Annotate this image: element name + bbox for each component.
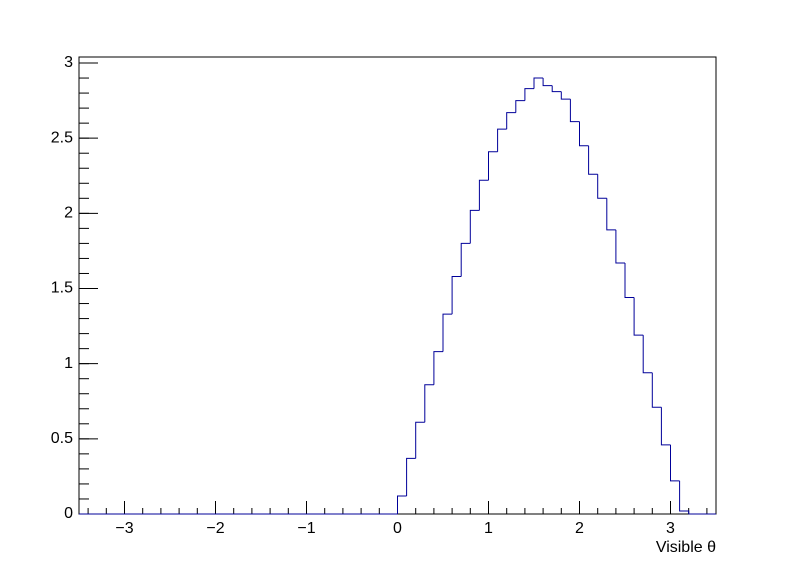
histogram-bin bbox=[451, 275, 462, 315]
histogram-bin bbox=[606, 198, 616, 231]
histogram-bin bbox=[624, 262, 635, 299]
x-tick-label: 3 bbox=[666, 520, 675, 537]
histogram-bin bbox=[506, 112, 516, 130]
x-tick-label: −1 bbox=[297, 520, 315, 537]
histogram-bin bbox=[397, 495, 407, 514]
x-tick-label: 2 bbox=[575, 520, 584, 537]
histogram-bin bbox=[433, 351, 443, 385]
histogram-bin bbox=[424, 384, 434, 423]
y-tick-label: 3 bbox=[64, 54, 73, 71]
x-tick-label: −3 bbox=[115, 520, 133, 537]
histogram-bin bbox=[406, 457, 416, 496]
histogram-bin bbox=[569, 99, 580, 123]
histogram-bin bbox=[679, 480, 690, 514]
histogram-bin bbox=[633, 297, 644, 336]
histogram-bin bbox=[542, 78, 553, 87]
histogram-bin bbox=[579, 121, 589, 147]
histogram-bin bbox=[478, 179, 489, 211]
histogram-bin bbox=[660, 407, 671, 446]
y-tick-label: 2 bbox=[64, 205, 73, 222]
histogram-bin bbox=[597, 174, 607, 199]
histogram-bin bbox=[651, 372, 662, 408]
y-tick-label: 2.5 bbox=[51, 129, 73, 146]
histogram-bin bbox=[415, 421, 425, 459]
x-axis-label: Visible θ bbox=[656, 539, 716, 556]
histogram-bin bbox=[551, 85, 562, 93]
histogram-bin bbox=[442, 313, 453, 352]
histogram-bin bbox=[469, 209, 480, 244]
histogram-bin bbox=[670, 444, 680, 482]
histogram-bin bbox=[460, 242, 471, 277]
histogram-bin bbox=[560, 91, 571, 100]
histogram-bin bbox=[642, 335, 653, 374]
histogram-bin bbox=[488, 151, 498, 181]
y-tick-label: 1.5 bbox=[51, 280, 73, 297]
histogram-bin bbox=[497, 128, 507, 152]
y-tick-label: 1 bbox=[64, 355, 73, 372]
x-tick-label: −2 bbox=[206, 520, 224, 537]
histogram-bin bbox=[533, 77, 544, 89]
histogram-bin bbox=[515, 100, 525, 113]
x-tick-label: 0 bbox=[393, 520, 402, 537]
histogram-bin bbox=[615, 229, 625, 264]
y-tick-label: 0 bbox=[64, 505, 73, 522]
y-tick-label: 0.5 bbox=[51, 430, 73, 447]
histogram-bin bbox=[524, 88, 534, 101]
x-tick-label: 1 bbox=[484, 520, 493, 537]
histogram-bin bbox=[588, 145, 598, 175]
